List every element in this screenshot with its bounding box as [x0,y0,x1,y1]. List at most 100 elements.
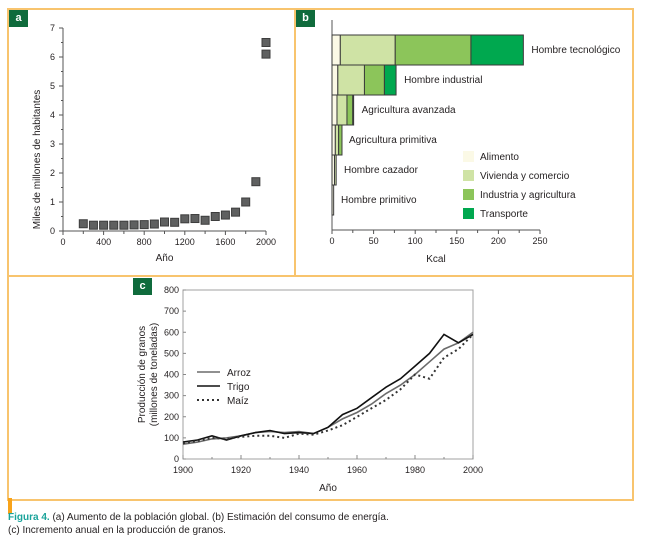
panel-label-b: b [296,10,315,27]
y-tick-label: 0 [174,454,179,464]
category-label: Hombre primitivo [341,195,417,206]
data-point [88,220,98,230]
bar-segment [338,124,343,156]
y-tick-label: 4 [50,110,55,120]
figure-caption: Figura 4. (a) Aumento de la población gl… [8,511,389,537]
y-tick-label: 500 [164,348,179,358]
legend-swatch [463,189,474,200]
x-tick-label: 100 [408,236,423,246]
legend-label: Trigo [227,382,250,393]
data-point [241,197,251,207]
x-tick-label: 1600 [215,237,235,247]
bar-segment [352,94,355,126]
bar-segment [470,34,524,66]
caption-accent-bar [8,498,12,514]
y-tick-label: 700 [164,306,179,316]
data-point [261,49,271,59]
y-tick-label: 7 [50,23,55,33]
y-tick-label: 600 [164,327,179,337]
panel-label-c: c [133,278,152,295]
category-label: Hombre cazador [344,165,419,176]
category-label: Hombre tecnológico [531,45,620,56]
x-tick-label: 1940 [289,465,309,475]
x-tick-label: 1900 [173,465,193,475]
data-point [210,212,220,221]
bar-segment [331,184,335,216]
data-point [170,217,180,227]
x-tick-label: 2000 [463,465,483,475]
data-point [99,220,109,230]
x-axis-label: Año [319,483,337,494]
figure-frame [7,8,634,501]
x-tick-label: 0 [329,236,334,246]
data-point [129,220,139,230]
data-point [119,220,129,230]
x-tick-label: 1980 [405,465,425,475]
data-point [220,210,230,220]
panel-divider-vertical [294,8,296,276]
caption-line-2: (c) Incremento anual en la producción de… [8,525,226,536]
y-axis-label: Miles de millones de habitantes [32,90,43,230]
legend-label: Arroz [227,368,251,379]
x-axis-label: Año [156,253,174,264]
x-tick-label: 400 [96,237,111,247]
y-tick-label: 1 [50,197,55,207]
y-tick-label: 0 [50,226,55,236]
data-point [78,219,88,229]
data-point [160,217,169,227]
data-point [190,214,200,224]
y-tick-label: 6 [50,52,55,62]
y-tick-label: 400 [164,370,179,380]
category-label: Agricultura primitiva [349,135,437,146]
y-tick-label: 100 [164,433,179,443]
legend-label: Maíz [227,396,249,407]
x-tick-label: 150 [449,236,464,246]
y-tick-label: 5 [50,81,55,91]
data-point [261,38,271,47]
data-point [139,220,149,230]
data-point [200,215,210,225]
series-line-trigo [182,333,474,443]
category-label: Hombre industrial [404,75,482,86]
x-tick-label: 250 [532,236,547,246]
x-tick-label: 1960 [347,465,367,475]
legend-label: Vivienda y comercio [480,171,570,182]
x-tick-label: 0 [60,237,65,247]
caption-figure-label: Figura 4. [8,512,50,523]
x-tick-label: 2000 [256,237,276,247]
y-tick-label: 800 [164,285,179,295]
caption-line-1: (a) Aumento de la población global. (b) … [49,512,389,523]
panel-divider-horizontal [7,275,634,277]
bar-segment [383,64,397,96]
x-tick-label: 1920 [231,465,251,475]
x-tick-label: 200 [491,236,506,246]
y-tick-label: 200 [164,412,179,422]
x-tick-label: 1200 [175,237,195,247]
y-axis-label-line-1: Producción de granos [137,326,148,423]
y-tick-label: 300 [164,391,179,401]
legend-swatch [463,151,474,162]
category-label: Agricultura avanzada [362,105,456,116]
series-line-maz [182,333,474,445]
legend-swatch [463,170,474,181]
panel-label-a: a [9,10,28,27]
y-tick-label: 3 [50,139,55,149]
x-tick-label: 50 [369,236,379,246]
data-point [251,177,261,187]
x-tick-label: 800 [137,237,152,247]
data-point [109,220,119,230]
bar-segment [394,34,472,66]
data-point [231,207,241,217]
y-tick-label: 2 [50,168,55,178]
data-point [149,219,159,229]
bar-segment [333,154,337,186]
data-point [180,214,190,224]
bar-segment [339,34,396,66]
legend-label: Alimento [480,152,519,163]
legend-label: Transporte [480,209,528,220]
y-axis-label-line-2: (millones de toneladas) [149,323,160,426]
legend-label: Industria y agricultura [480,190,576,201]
